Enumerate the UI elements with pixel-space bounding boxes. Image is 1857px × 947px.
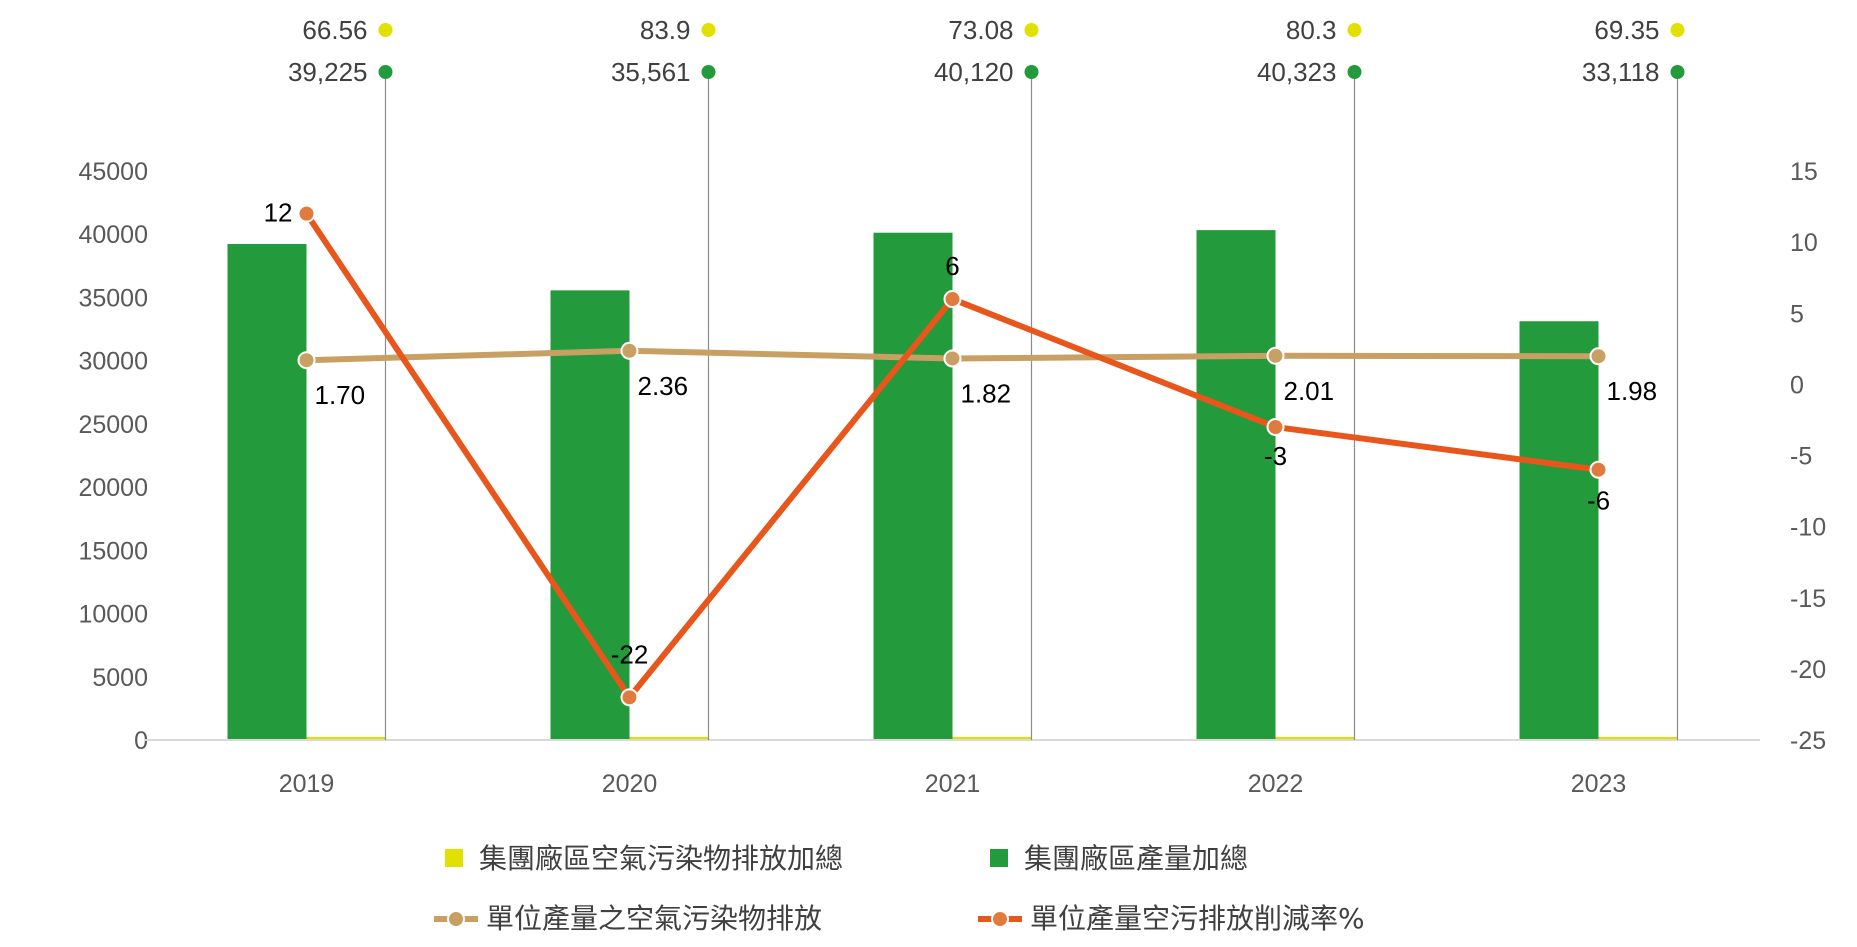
production-data-label: 40,323 — [1257, 57, 1337, 87]
production-data-label: 33,118 — [1582, 57, 1660, 87]
production-bar — [873, 232, 953, 740]
right-axis-tick-label: -20 — [1790, 656, 1826, 684]
left-axis-tick-label: 0 — [134, 727, 148, 755]
emission-bar — [629, 737, 709, 740]
reduction-rate-point — [943, 290, 962, 309]
x-axis-tick-label: 2023 — [1571, 770, 1627, 798]
left-axis-tick-label: 25000 — [78, 411, 148, 439]
legend-marker-reduction-rate — [991, 910, 1009, 928]
left-axis-tick-label: 10000 — [78, 601, 148, 629]
x-axis-tick-label: 2021 — [925, 770, 981, 798]
legend-label-unit-emission: 單位產量之空氣污染物排放 — [486, 902, 822, 935]
right-axis-tick-label: -10 — [1790, 514, 1826, 542]
production-data-label: 39,225 — [288, 57, 368, 87]
emission-label-marker — [1024, 23, 1039, 37]
production-bar — [227, 244, 307, 740]
emission-data-label: 66.56 — [302, 15, 367, 45]
legend-label-production: 集團廠區產量加總 — [1024, 842, 1248, 875]
production-bar — [1519, 321, 1599, 740]
emission-data-label: 80.3 — [1286, 15, 1337, 45]
reduction-rate-point — [297, 204, 316, 223]
legend-swatch-emission — [445, 849, 463, 867]
left-axis-tick-label: 5000 — [92, 664, 148, 692]
right-axis-tick-label: 0 — [1790, 371, 1804, 399]
unit-emission-point — [943, 349, 962, 368]
emission-label-marker — [378, 23, 393, 37]
production-label-marker — [378, 65, 393, 79]
production-bar — [1196, 230, 1276, 740]
reduction-rate-data-label: -6 — [1587, 486, 1610, 516]
legend-swatch-production — [990, 849, 1008, 867]
x-axis-ticks: 2019 2020 2021 2022 2023 — [279, 770, 1627, 798]
left-axis-tick-label: 45000 — [78, 158, 148, 186]
right-axis-tick-label: 10 — [1790, 229, 1818, 257]
production-label-marker — [701, 65, 716, 79]
x-axis-tick-label: 2020 — [602, 770, 658, 798]
left-axis-tick-label: 40000 — [78, 221, 148, 249]
legend-marker-unit-emission — [447, 910, 465, 928]
left-axis-tick-label: 35000 — [78, 284, 148, 312]
x-axis-tick-label: 2019 — [279, 770, 335, 798]
legend-label-reduction-rate: 單位產量空污排放削減率% — [1030, 902, 1365, 935]
production-data-label: 35,561 — [611, 57, 691, 87]
reduction-rate-data-label: 12 — [264, 198, 293, 228]
line-series: 1.70 2.36 1.82 2.01 1.98 12 -22 6 -3 -6 — [264, 198, 1658, 707]
reduction-rate-data-label: -22 — [611, 639, 649, 669]
right-axis-ticks: -25 -20 -15 -10 -5 0 5 10 15 — [1790, 158, 1826, 755]
production-data-label: 40,120 — [934, 57, 1014, 87]
unit-emission-data-label: 1.82 — [961, 378, 1012, 408]
unit-emission-point — [1266, 346, 1285, 365]
production-bar — [550, 290, 630, 740]
left-axis-tick-label: 30000 — [78, 348, 148, 376]
emission-data-label: 73.08 — [948, 15, 1013, 45]
unit-emission-data-label: 1.98 — [1607, 376, 1658, 406]
legend-label-emission: 集團廠區空氣污染物排放加總 — [479, 842, 843, 875]
left-axis-tick-label: 15000 — [78, 537, 148, 565]
emission-label-marker — [1347, 23, 1362, 37]
emission-bar — [952, 737, 1032, 740]
unit-emission-data-label: 2.01 — [1284, 376, 1335, 406]
x-axis-tick-label: 2022 — [1248, 770, 1304, 798]
right-axis-tick-label: -5 — [1790, 443, 1812, 471]
right-axis-tick-label: -25 — [1790, 727, 1826, 755]
emission-bar — [306, 737, 386, 740]
unit-emission-point — [297, 351, 316, 370]
unit-emission-data-label: 1.70 — [315, 380, 366, 410]
emission-bar — [1598, 737, 1678, 740]
reduction-rate-point — [1266, 418, 1285, 437]
production-label-marker — [1024, 65, 1039, 79]
emission-data-label: 83.9 — [640, 15, 691, 45]
reduction-rate-point — [620, 688, 639, 707]
emission-label-marker — [1670, 23, 1685, 37]
emission-bar — [1275, 737, 1355, 740]
bars — [227, 230, 1678, 740]
production-label-marker — [1670, 65, 1685, 79]
unit-emission-data-label: 2.36 — [638, 371, 689, 401]
left-axis-ticks: 0 5000 10000 15000 20000 25000 30000 35000 40000… — [78, 158, 148, 755]
production-label-marker — [1347, 65, 1362, 79]
emission-data-label: 69.35 — [1594, 15, 1659, 45]
emission-label-marker — [701, 23, 716, 37]
reduction-rate-data-label: 6 — [945, 251, 959, 281]
right-axis-tick-label: -15 — [1790, 585, 1826, 613]
unit-emission-point — [620, 341, 639, 360]
right-axis-tick-label: 5 — [1790, 300, 1804, 328]
right-axis-tick-label: 15 — [1790, 158, 1818, 186]
reduction-rate-data-label: -3 — [1264, 441, 1287, 471]
left-axis-tick-label: 20000 — [78, 474, 148, 502]
reduction-rate-point — [1589, 460, 1608, 479]
unit-emission-point — [1589, 347, 1608, 366]
leader-lines: 66.56 39,225 83.9 35,561 73.08 40,120 80.3 40,3… — [288, 15, 1685, 740]
